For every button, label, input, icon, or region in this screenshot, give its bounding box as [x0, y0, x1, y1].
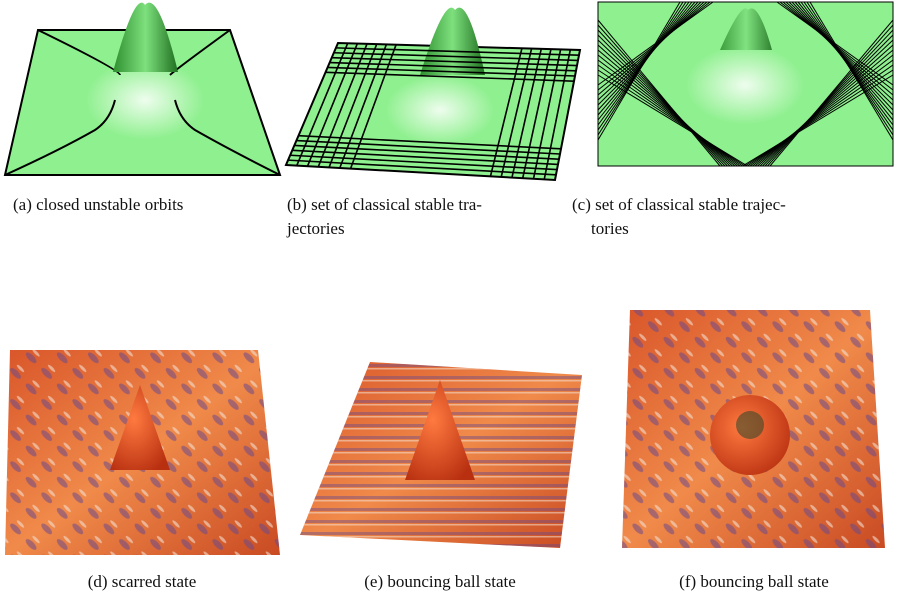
panel-f	[622, 310, 885, 548]
panel-b	[286, 8, 580, 180]
figure: (a) closed unstable orbits (b) set of cl…	[0, 0, 903, 598]
caption: (a) closed unstable orbits	[13, 195, 183, 214]
page: (a) closed unstable orbits (b) set of cl…	[0, 0, 903, 598]
caption: jectories	[286, 219, 345, 238]
caption: (b) set of classical stable tra-	[287, 195, 482, 214]
caption: (e) bouncing ball state	[364, 572, 516, 591]
caption: (f) bouncing ball state	[679, 572, 829, 591]
caption: tories	[591, 219, 629, 238]
panel-a	[5, 3, 280, 175]
panel-d	[5, 350, 280, 555]
panel-e	[300, 362, 582, 548]
caption: (c) set of classical stable trajec-	[572, 195, 786, 214]
caption: (d) scarred state	[88, 572, 197, 591]
panel-c	[598, 2, 893, 166]
